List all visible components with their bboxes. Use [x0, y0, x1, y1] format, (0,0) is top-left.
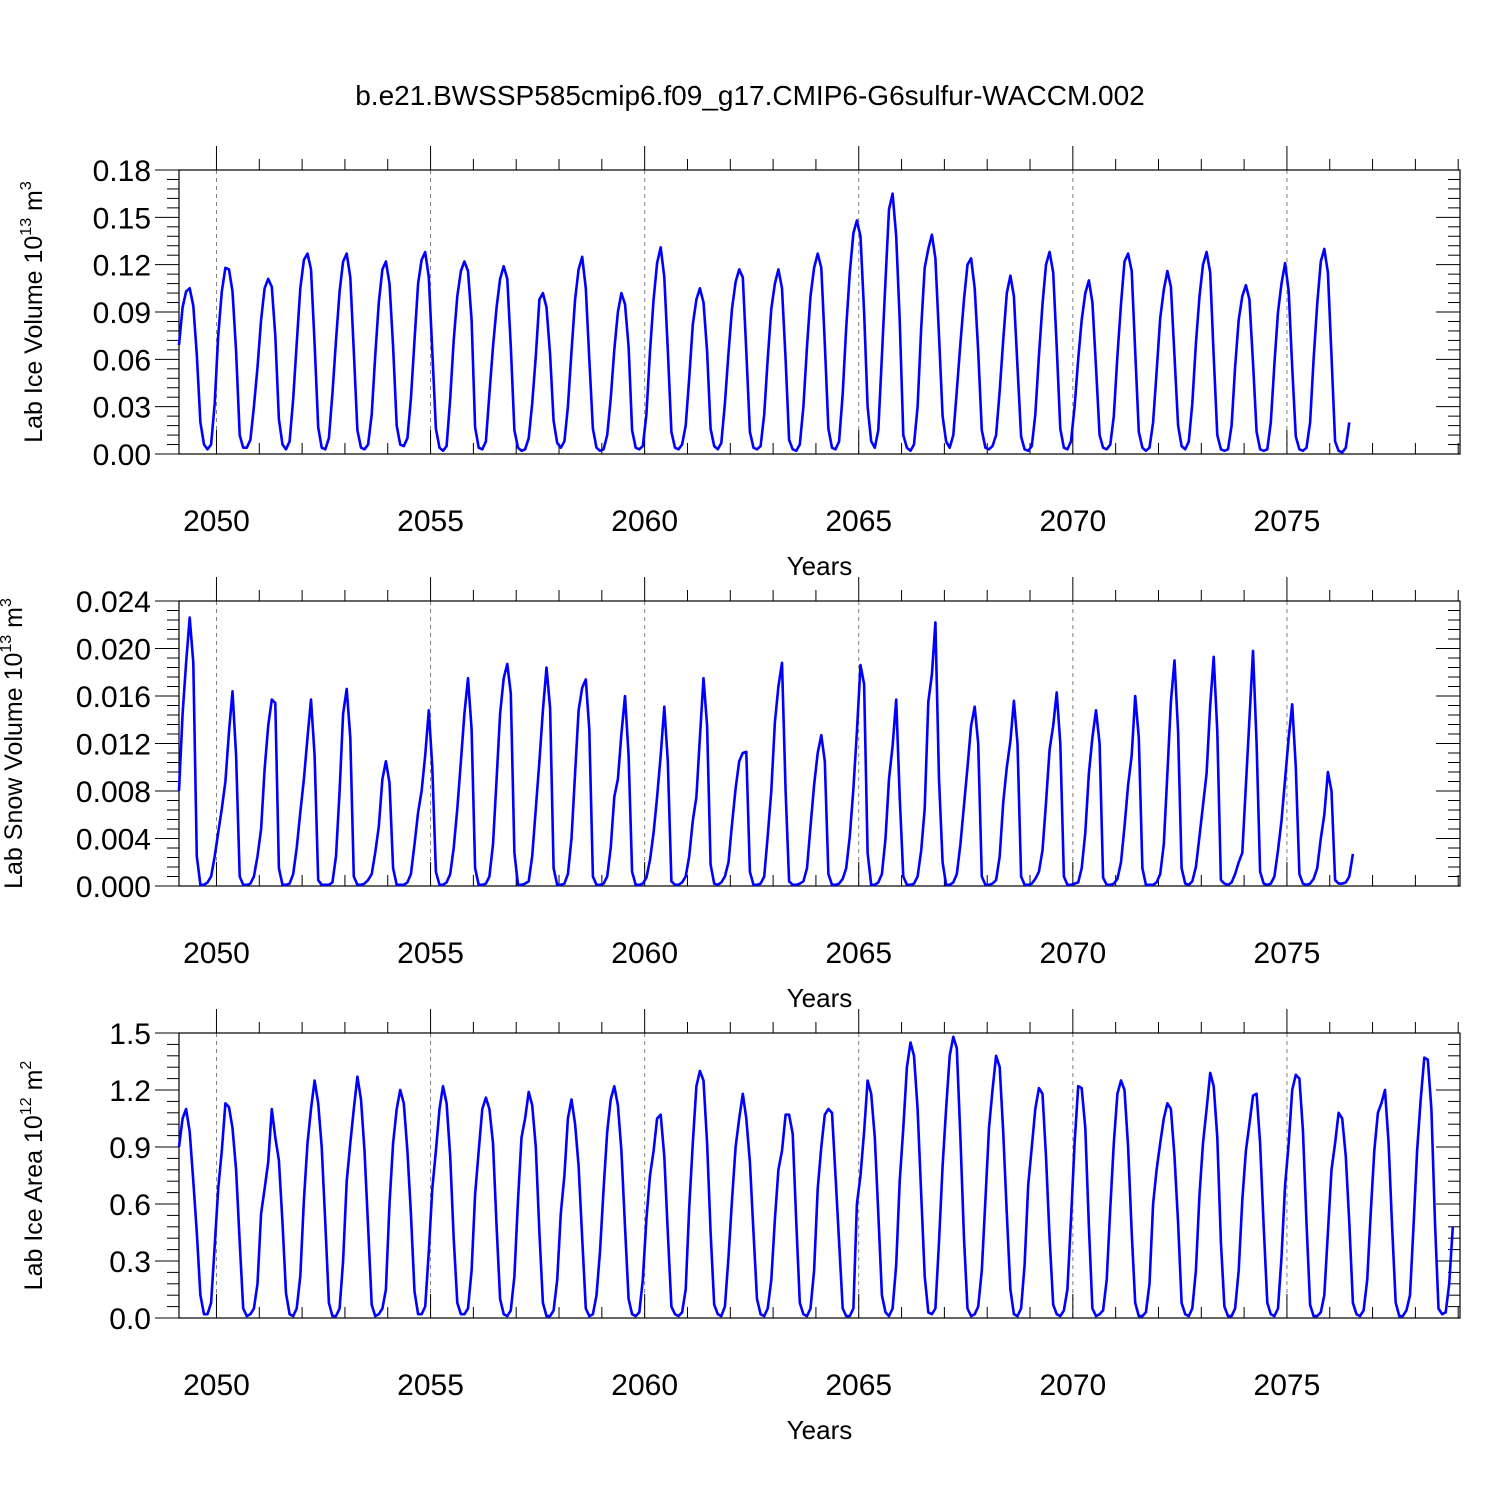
panel-2: 0.000 0.004 0.008 0.012 0.016 0.020 0.024 2050 2…: [0, 577, 1461, 1013]
x-tick-label: 2060: [611, 1369, 678, 1402]
y-axis-label: Lab Snow Volume 1013 m3: [0, 598, 28, 889]
x-tick-label: 2055: [397, 505, 464, 538]
y-tick-label: 0.18: [93, 155, 151, 188]
plot-frame: [178, 1032, 1461, 1319]
x-tick-label: 2075: [1254, 1369, 1321, 1402]
x-axis-label: Years: [787, 1415, 853, 1445]
x-tick-label: 2050: [183, 937, 250, 970]
panel-1: 0.00 0.03 0.06 0.09 0.12 0.15 0.18 2050 2055 2060…: [18, 146, 1461, 581]
y-tick-label: 0.03: [93, 392, 151, 425]
y-tick-label: 0.15: [93, 202, 151, 235]
y-tick-label: 0.016: [76, 681, 151, 714]
chart-title: b.e21.BWSSP585cmip6.f09_g17.CMIP6-G6sulf…: [355, 80, 1145, 111]
y-tick-label: 0.06: [93, 344, 151, 377]
y-tick-label: 0.3: [109, 1246, 151, 1279]
y-tick-label: 0.9: [109, 1132, 151, 1165]
y-tick-label: 0.12: [93, 250, 151, 283]
y-tick-label: 1.2: [109, 1075, 151, 1108]
x-tick-label: 2050: [183, 505, 250, 538]
x-tick-label: 2060: [611, 505, 678, 538]
x-tick-label: 2055: [397, 937, 464, 970]
y-tick-label: 0.6: [109, 1189, 151, 1222]
y-tick-label: 0.024: [76, 586, 151, 619]
y-tick-label: 0.004: [76, 824, 151, 857]
x-axis-label: Years: [787, 983, 853, 1013]
x-tick-label: 2055: [397, 1369, 464, 1402]
y-tick-label: 0.008: [76, 776, 151, 809]
y-tick-label: 0.000: [76, 871, 151, 904]
y-tick-label: 0.012: [76, 729, 151, 762]
panel-3: 0.0 0.3 0.6 0.9 1.2 1.5 2050 2055 2060 2065 2070 20…: [18, 1009, 1461, 1445]
x-tick-label: 2060: [611, 937, 678, 970]
x-tick-label: 2075: [1254, 505, 1321, 538]
x-tick-label: 2065: [825, 505, 892, 538]
x-tick-label: 2065: [825, 1369, 892, 1402]
x-tick-label: 2075: [1254, 937, 1321, 970]
series-line: [177, 192, 1351, 454]
x-axis-label: Years: [787, 551, 853, 581]
y-tick-label: 0.09: [93, 297, 151, 330]
x-tick-label: 2070: [1039, 505, 1106, 538]
y-tick-label: 0.0: [109, 1303, 151, 1336]
y-axis-label: Lab Ice Area 1012 m2: [18, 1061, 48, 1291]
y-tick-label: 0.020: [76, 634, 151, 667]
x-tick-label: 2070: [1039, 937, 1106, 970]
x-tick-label: 2065: [825, 937, 892, 970]
series-line: [177, 616, 1355, 887]
y-axis-label: Lab Ice Volume 1013 m3: [18, 181, 48, 443]
x-tick-label: 2070: [1039, 1369, 1106, 1402]
x-tick-label: 2050: [183, 1369, 250, 1402]
y-tick-label: 1.5: [109, 1018, 151, 1051]
y-tick-label: 0.00: [93, 439, 151, 472]
series-line: [177, 1035, 1455, 1318]
